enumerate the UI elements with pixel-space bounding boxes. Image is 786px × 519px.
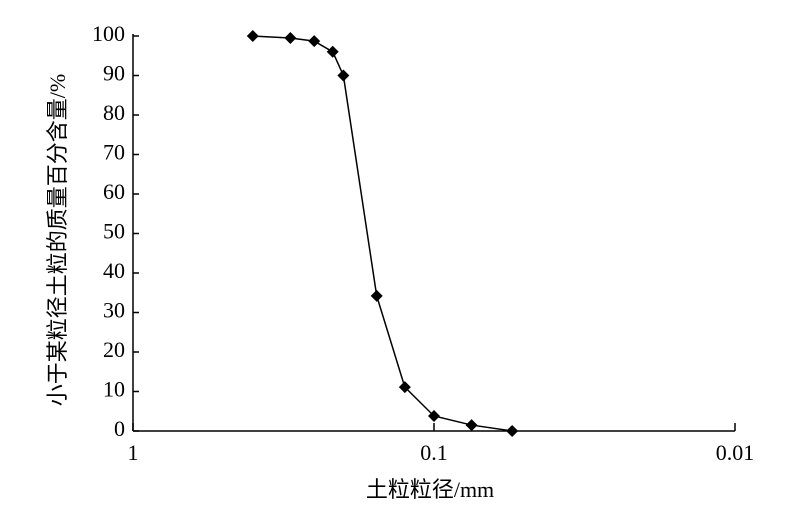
x-tick-label: 0.01 xyxy=(716,440,755,465)
marker xyxy=(326,45,339,58)
y-tick-label: 90 xyxy=(103,61,125,86)
y-tick-label: 80 xyxy=(103,100,125,125)
y-tick-label: 40 xyxy=(103,258,125,283)
marker xyxy=(398,381,411,394)
y-tick-label: 50 xyxy=(103,219,125,244)
marker xyxy=(506,425,519,437)
y-tick-label: 20 xyxy=(103,337,125,362)
marker xyxy=(370,289,383,302)
y-axis-label: 小于某粒径土粒的质量百分含量/% xyxy=(45,74,70,406)
y-tick-label: 0 xyxy=(114,416,125,441)
marker xyxy=(465,419,478,432)
data-line xyxy=(252,35,513,432)
y-tick-label: 60 xyxy=(103,179,125,204)
y-tick-label: 70 xyxy=(103,140,125,165)
x-tick-label: 0.1 xyxy=(420,440,448,465)
y-tick-label: 100 xyxy=(92,21,125,46)
marker xyxy=(428,409,440,422)
y-tick-label: 10 xyxy=(103,377,125,402)
x-axis-label: 土粒粒径/mm xyxy=(366,477,494,502)
marker xyxy=(246,30,259,42)
marker xyxy=(337,69,350,82)
marker xyxy=(284,31,297,44)
marker xyxy=(308,35,321,48)
y-tick-label: 30 xyxy=(103,298,125,323)
x-tick-label: 1 xyxy=(128,440,139,465)
